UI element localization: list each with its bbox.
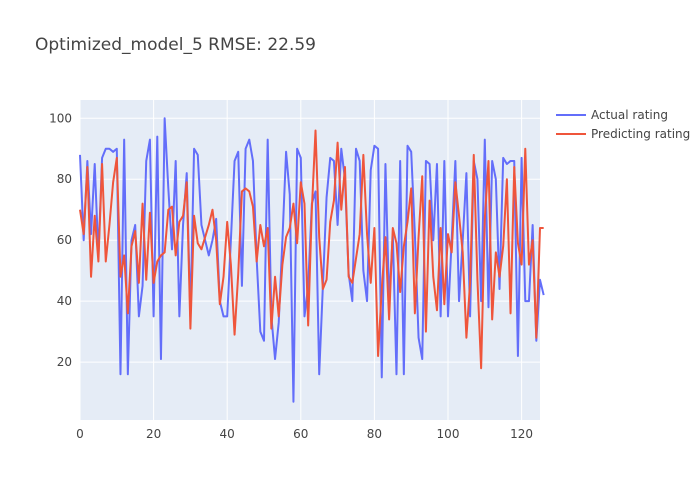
y-tick-label: 100 bbox=[49, 111, 72, 125]
x-tick-label: 80 bbox=[367, 427, 382, 441]
legend-label: Predicting rating bbox=[591, 127, 690, 141]
y-tick-label: 20 bbox=[57, 355, 72, 369]
legend-label: Actual rating bbox=[591, 108, 668, 122]
series-layer bbox=[79, 117, 545, 403]
y-tick-label: 60 bbox=[57, 233, 72, 247]
axis-tick-labels: 0 20 40 60 80 100 120 20 40 60 80 100 bbox=[49, 111, 533, 441]
series-line-predicting-rating bbox=[79, 129, 544, 370]
legend-item-predicting-rating[interactable]: Predicting rating bbox=[556, 127, 690, 141]
x-tick-label: 100 bbox=[437, 427, 460, 441]
y-tick-label: 40 bbox=[57, 294, 72, 308]
x-tick-label: 40 bbox=[220, 427, 235, 441]
chart-title: Optimized_model_5 RMSE: 22.59 bbox=[35, 35, 316, 55]
x-tick-label: 60 bbox=[293, 427, 308, 441]
x-tick-label: 0 bbox=[76, 427, 84, 441]
legend[interactable]: Actual rating Predicting rating bbox=[556, 108, 690, 141]
y-tick-label: 80 bbox=[57, 172, 72, 186]
legend-item-actual-rating[interactable]: Actual rating bbox=[556, 108, 668, 122]
x-tick-label: 20 bbox=[146, 427, 161, 441]
x-tick-label: 120 bbox=[510, 427, 533, 441]
